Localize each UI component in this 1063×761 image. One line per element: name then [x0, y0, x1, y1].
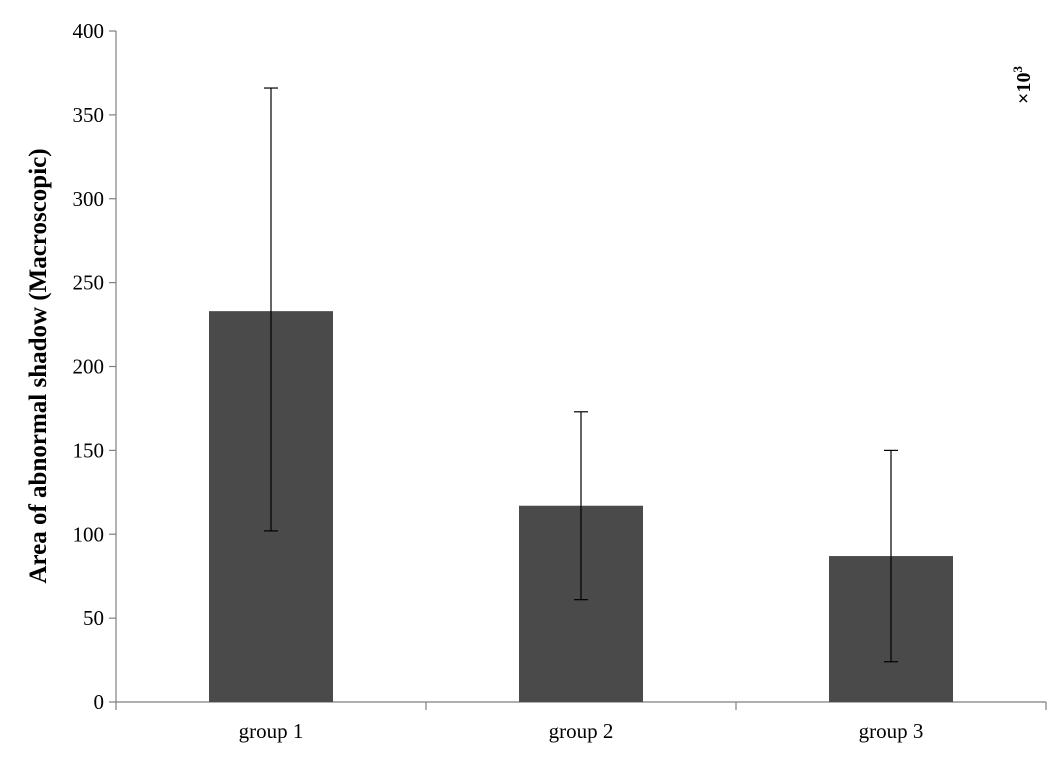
y-tick-label: 400	[73, 19, 105, 43]
y-tick-label: 100	[73, 522, 105, 546]
x-tick-label: group 1	[239, 719, 304, 743]
x-tick-label: group 3	[859, 719, 924, 743]
x-tick-labels: group 1 group 2 group 3	[239, 719, 924, 743]
y-tick-label: 150	[73, 438, 105, 462]
multiplier-base: ×10	[1013, 73, 1035, 104]
x-tick-label: group 2	[549, 719, 614, 743]
y-axis-multiplier: ×103	[1010, 66, 1035, 104]
y-tick-label: 50	[83, 606, 104, 630]
y-tick-label: 300	[73, 187, 105, 211]
error-bars	[264, 87, 898, 663]
multiplier-exponent: 3	[1010, 66, 1025, 73]
y-axis-label: Area of abnormal shadow (Macroscopic)	[25, 148, 52, 583]
y-tick-label: 350	[73, 103, 105, 127]
y-tick-label: 0	[94, 690, 105, 714]
y-tick-label: 250	[73, 271, 105, 295]
y-tick-label: 200	[73, 355, 105, 379]
y-tick-labels: 0 50 100 150 200 250 300 350 400	[73, 19, 105, 714]
